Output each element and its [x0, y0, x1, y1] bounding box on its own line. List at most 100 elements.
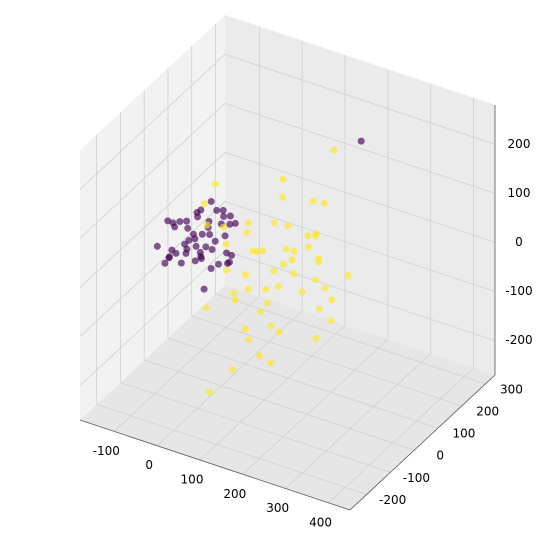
grid-line [114, 296, 260, 432]
y-tick-label: -100 [403, 471, 430, 485]
point [202, 304, 210, 312]
point [243, 229, 251, 237]
grid-line [224, 201, 496, 292]
point [197, 206, 205, 214]
x-tick-label: 0 [145, 458, 153, 472]
x-tick-label: 400 [309, 515, 332, 529]
point [184, 224, 192, 232]
pane-back [225, 15, 495, 375]
point [191, 235, 199, 243]
z-tick-label: 100 [508, 186, 531, 200]
z-tick-label: -100 [505, 284, 532, 298]
point [263, 299, 271, 307]
point [192, 242, 200, 250]
grid-line [328, 367, 474, 504]
x-tick-label: 200 [223, 487, 246, 501]
point [225, 258, 233, 266]
point [176, 218, 184, 226]
point [207, 265, 215, 273]
point [198, 230, 206, 238]
grid-line [285, 353, 431, 489]
grid-line [144, 359, 415, 451]
z-tick-label: 200 [508, 137, 531, 151]
point [304, 232, 312, 240]
point [183, 245, 191, 253]
point [177, 259, 185, 267]
point [290, 270, 298, 278]
grid-line [120, 381, 391, 473]
point [203, 221, 211, 229]
point [211, 180, 219, 188]
point [288, 256, 296, 264]
grid-line [79, 103, 226, 239]
point [290, 247, 298, 255]
point [165, 253, 173, 261]
point [230, 289, 238, 297]
point [312, 334, 320, 342]
axis-line [79, 419, 351, 511]
point [206, 230, 214, 238]
point [275, 328, 283, 336]
point [253, 248, 261, 256]
grid-line [96, 404, 367, 495]
point [245, 336, 253, 344]
point [219, 206, 227, 214]
point [270, 219, 278, 227]
point [194, 213, 202, 221]
grid-line [199, 324, 346, 461]
point [228, 251, 236, 259]
grid-line [242, 338, 389, 475]
point [279, 175, 287, 183]
y-tick-label: -200 [379, 493, 406, 507]
point [206, 388, 214, 396]
point [279, 260, 287, 268]
grid-line [167, 337, 439, 429]
point [321, 284, 329, 292]
point [274, 282, 282, 290]
x-tick-label: -100 [93, 444, 120, 458]
point [223, 266, 231, 274]
point [213, 206, 221, 214]
point [222, 240, 230, 248]
point [315, 255, 323, 263]
point [312, 232, 320, 240]
point [284, 222, 292, 230]
y-tick-label: 100 [452, 427, 475, 441]
grid-line [224, 102, 496, 194]
point [200, 285, 208, 293]
point [228, 365, 236, 373]
z-tick-label: 0 [515, 235, 523, 249]
point [328, 296, 336, 304]
point [208, 246, 216, 254]
point [226, 212, 234, 220]
y-tick-label: 300 [500, 382, 523, 396]
grid-line [224, 53, 496, 145]
point [312, 276, 320, 284]
point [315, 305, 323, 313]
point [169, 219, 177, 227]
point [185, 236, 193, 244]
axis-line [349, 374, 496, 511]
point [200, 200, 208, 208]
point [220, 223, 228, 231]
point [202, 243, 210, 251]
point [231, 296, 239, 304]
point [211, 237, 219, 245]
point [330, 146, 338, 154]
point [220, 212, 228, 220]
point [215, 260, 223, 268]
point [244, 219, 252, 227]
grid-line [191, 315, 462, 407]
y-tick-label: 0 [436, 449, 444, 463]
grid-line [79, 53, 226, 190]
z-tick-label: -200 [505, 333, 532, 347]
point [255, 352, 263, 360]
point [226, 220, 234, 228]
point [207, 197, 215, 205]
point [161, 259, 169, 267]
point [221, 232, 229, 240]
point [282, 245, 290, 253]
point [231, 219, 239, 227]
grid-line [224, 152, 496, 243]
